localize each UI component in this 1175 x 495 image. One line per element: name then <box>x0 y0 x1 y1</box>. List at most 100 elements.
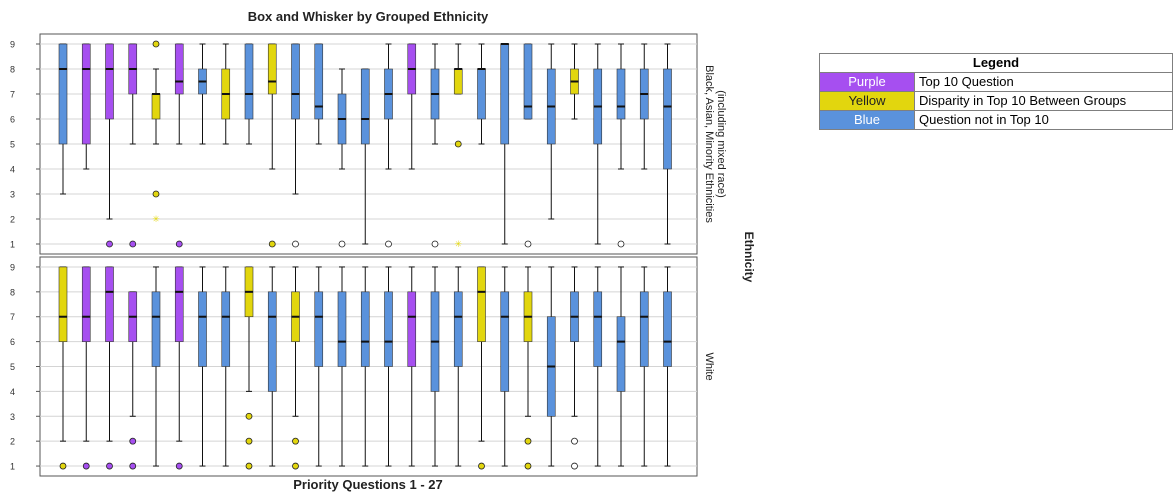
outlier-point <box>175 462 183 470</box>
outlier-point <box>268 240 276 248</box>
y-tick-label: 4 <box>10 387 15 397</box>
box <box>593 291 603 367</box>
legend-swatch-blue: Blue <box>819 110 915 130</box>
box <box>360 68 370 145</box>
box <box>663 291 672 367</box>
legend-label-yellow: Disparity in Top 10 Between Groups <box>914 91 1173 111</box>
box <box>523 43 533 120</box>
box <box>384 291 393 367</box>
outlier-point <box>129 240 137 248</box>
y-tick-label: 2 <box>10 215 15 225</box>
box <box>198 291 207 367</box>
box <box>477 266 486 342</box>
facet-label: Ethnicity <box>742 232 756 283</box>
outlier-point <box>292 462 299 470</box>
box <box>81 266 91 342</box>
outlier-point <box>82 462 90 470</box>
outlier-point <box>245 412 253 420</box>
y-tick-label: 6 <box>10 337 15 347</box>
y-tick-label: 3 <box>10 412 15 422</box>
outlier-point <box>338 240 346 248</box>
y-tick-label: 8 <box>10 65 15 75</box>
outlier-point <box>129 437 137 445</box>
legend-row-purple: Purple Top 10 Question <box>819 72 1173 92</box>
legend-title: Legend <box>819 53 1173 73</box>
outlier-point <box>385 240 392 248</box>
box <box>500 43 510 145</box>
y-tick-label: 1 <box>10 462 15 472</box>
box <box>151 291 161 367</box>
box <box>616 316 626 392</box>
legend-swatch-purple: Purple <box>819 72 915 92</box>
outlier-point <box>129 462 137 470</box>
legend-row-yellow: Yellow Disparity in Top 10 Between Group… <box>819 91 1173 111</box>
y-tick-label: 6 <box>10 115 15 125</box>
outlier-point <box>152 40 160 48</box>
y-tick-label: 8 <box>10 287 15 297</box>
outlier-point <box>106 462 113 470</box>
outlier-point <box>617 240 625 248</box>
box <box>407 291 417 367</box>
x-axis-label: Priority Questions 1 - 27 <box>293 477 443 492</box>
legend-header-row: Legend <box>819 53 1173 73</box>
y-tick-label: 9 <box>10 40 15 50</box>
y-tick-label: 2 <box>10 437 15 447</box>
box <box>453 68 463 95</box>
box <box>267 43 277 95</box>
legend-label-blue: Question not in Top 10 <box>914 110 1173 130</box>
outlier-point <box>59 462 67 470</box>
y-tick-label: 4 <box>10 165 15 175</box>
y-tick-label: 1 <box>10 240 15 250</box>
box <box>314 291 324 367</box>
outlier-point <box>454 140 462 148</box>
outlier-point <box>571 437 578 445</box>
outlier-point <box>431 240 439 248</box>
y-tick-label: 9 <box>10 262 15 272</box>
group-label: White <box>703 352 715 380</box>
box <box>291 43 300 120</box>
outlier-point <box>245 437 253 445</box>
outlier-point <box>152 190 160 198</box>
group-label: Black, Asian, Minority Ethnicities <box>703 65 715 223</box>
box <box>151 93 161 120</box>
box <box>616 68 626 120</box>
extreme-point: ✳ <box>454 240 462 250</box>
box <box>663 68 672 170</box>
box <box>58 43 68 145</box>
extreme-point: ✳ <box>152 215 160 225</box>
y-tick-label: 7 <box>10 312 15 322</box>
outlier-point <box>524 462 532 470</box>
outlier-point <box>478 462 485 470</box>
y-tick-label: 5 <box>10 362 15 372</box>
outlier-point <box>524 240 532 248</box>
chart-title: Box and Whisker by Grouped Ethnicity <box>248 9 489 24</box>
group-label: (including mixed race) <box>715 90 727 198</box>
box <box>105 266 114 342</box>
box <box>174 266 184 342</box>
box <box>221 291 231 367</box>
legend-row-blue: Blue Question not in Top 10 <box>819 110 1173 130</box>
outlier-point <box>292 240 299 248</box>
outlier-point <box>175 240 183 248</box>
box <box>360 291 370 367</box>
outlier-point <box>245 462 253 470</box>
box <box>267 291 277 392</box>
outlier-point <box>106 240 113 248</box>
y-tick-label: 3 <box>10 190 15 200</box>
outlier-point <box>571 462 578 470</box>
legend-label-purple: Top 10 Question <box>914 72 1173 92</box>
outlier-point <box>292 437 299 445</box>
y-tick-label: 5 <box>10 140 15 150</box>
box <box>477 68 486 120</box>
box <box>314 43 324 120</box>
legend-swatch-yellow: Yellow <box>819 91 915 111</box>
y-tick-label: 7 <box>10 90 15 100</box>
box <box>639 291 649 367</box>
legend: Legend Purple Top 10 Question Yellow Dis… <box>819 53 1173 130</box>
box <box>500 291 510 392</box>
outlier-point <box>524 437 532 445</box>
box <box>58 266 68 342</box>
box <box>105 43 114 120</box>
box <box>244 43 254 120</box>
